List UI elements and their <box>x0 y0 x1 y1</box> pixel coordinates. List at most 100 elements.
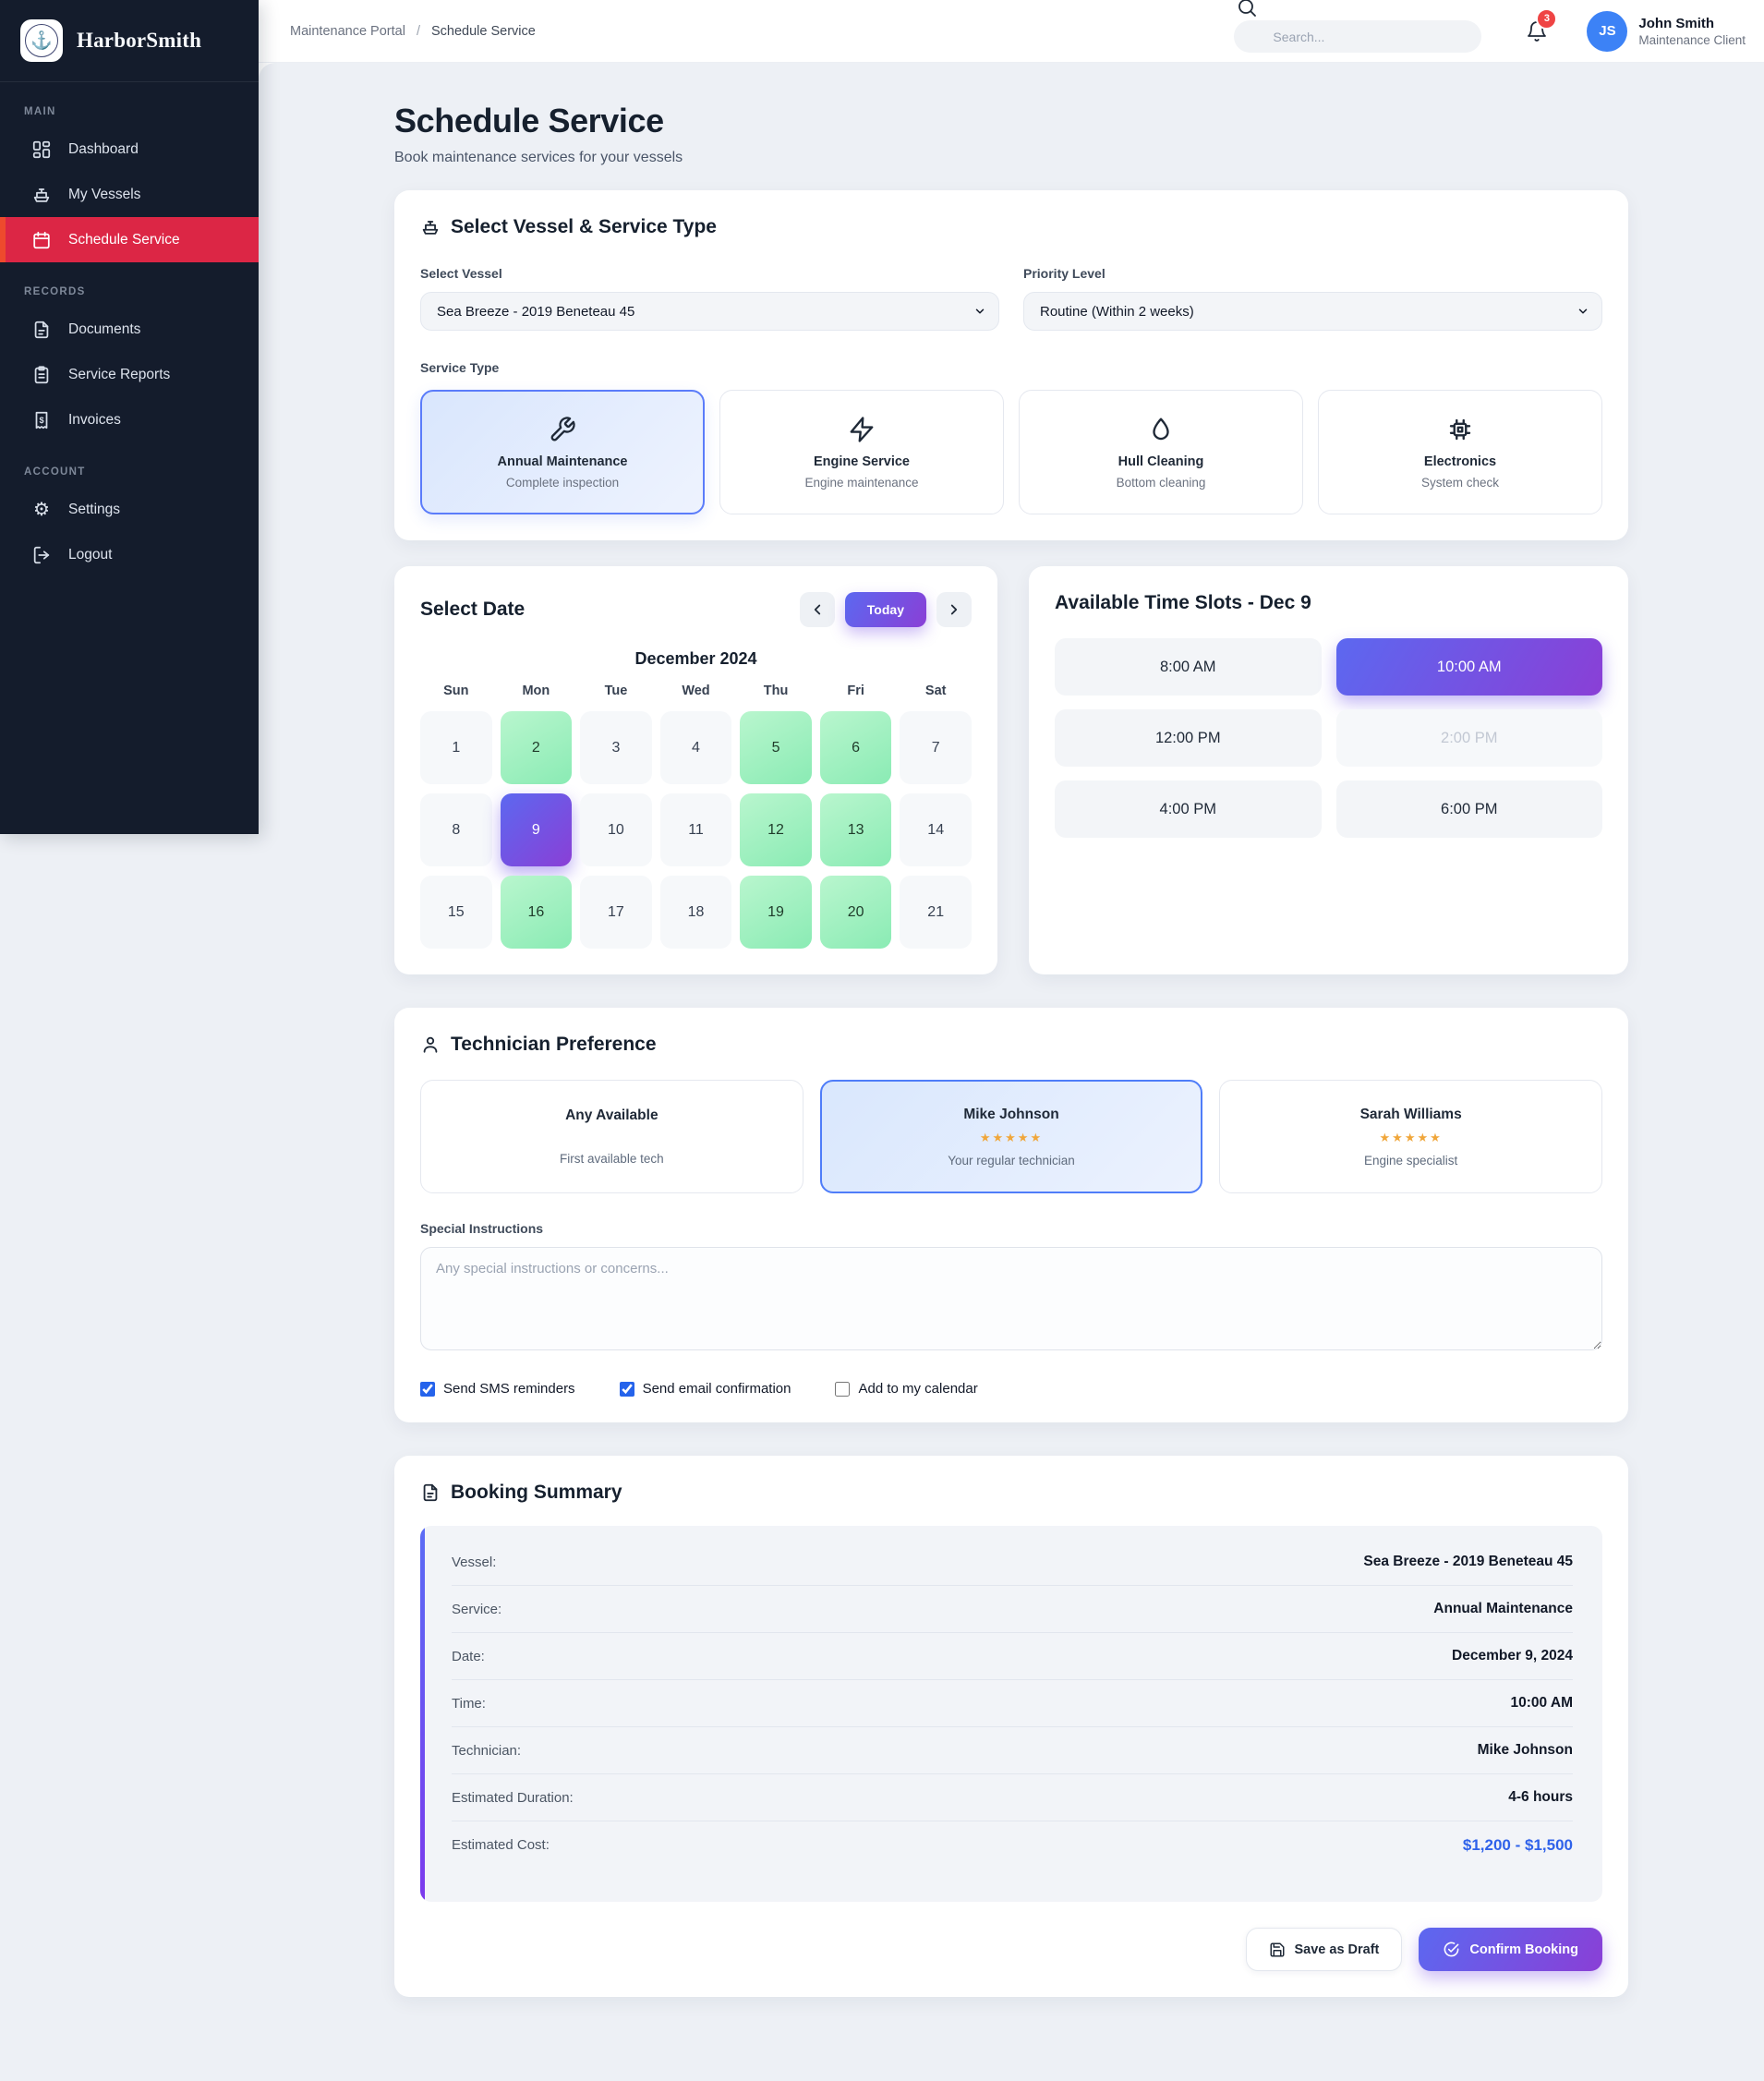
logout-icon <box>33 546 50 563</box>
calendar-day[interactable]: 15 <box>420 876 492 949</box>
confirm-booking-button[interactable]: Confirm Booking <box>1419 1928 1602 1971</box>
calendar-day[interactable]: 11 <box>659 793 732 866</box>
avatar[interactable]: JS <box>1587 10 1628 52</box>
invoice-icon: $ <box>35 411 48 429</box>
sidebar-item-documents[interactable]: Documents <box>0 307 259 352</box>
calendar-day[interactable]: 20 <box>819 876 892 949</box>
calendar-day[interactable]: 1 <box>420 711 492 784</box>
priority-level-field: Priority Level Routine (Within 2 weeks) <box>1023 266 1602 331</box>
service-card-annual-maintenance[interactable]: Annual Maintenance Complete inspection <box>420 390 705 514</box>
notifications-button[interactable]: 3 <box>1526 7 1558 42</box>
weekday-header: Sun Mon Tue Wed Thu Fri Sat <box>420 684 972 711</box>
calendar-day[interactable]: 21 <box>900 876 972 949</box>
technician-card-mike-johnson[interactable]: Mike Johnson ★★★★★ Your regular technici… <box>819 1080 1203 1193</box>
calendar-prev-button[interactable] <box>799 592 835 627</box>
service-card-electronics[interactable]: Electronics System check <box>1318 390 1602 514</box>
sidebar-item-label: Schedule Service <box>68 231 180 248</box>
calendar-day[interactable]: 12 <box>740 793 812 866</box>
summary-row-time: Time: 10:00 AM <box>452 1680 1573 1727</box>
sms-reminders-option[interactable]: Send SMS reminders <box>420 1381 575 1397</box>
calendar-day[interactable]: 7 <box>900 711 972 784</box>
sidebar-item-settings[interactable]: ⚙ Settings <box>0 487 259 532</box>
summary-label: Estimated Duration: <box>452 1789 574 1806</box>
calendar-day[interactable]: 18 <box>659 876 732 949</box>
summary-label: Date: <box>452 1648 485 1664</box>
today-button[interactable]: Today <box>844 592 926 627</box>
breadcrumb-maintenance-portal[interactable]: Maintenance Portal <box>290 23 405 39</box>
breadcrumb-separator: / <box>416 23 420 39</box>
calendar-month-label: December 2024 <box>634 649 757 668</box>
service-card-hull-cleaning[interactable]: Hull Cleaning Bottom cleaning <box>1019 390 1303 514</box>
summary-value: 10:00 AM <box>1510 1695 1573 1711</box>
sidebar-item-schedule-service[interactable]: Schedule Service <box>0 217 259 262</box>
main-content: Schedule Service Book maintenance servic… <box>259 63 1764 2010</box>
calendar-day[interactable]: 6 <box>819 711 892 784</box>
chip-icon <box>1449 418 1471 440</box>
service-desc: Complete inspection <box>505 475 620 490</box>
breadcrumb: Maintenance Portal / Schedule Service <box>259 24 536 39</box>
calendar-day[interactable]: 10 <box>580 793 652 866</box>
email-confirmation-option[interactable]: Send email confirmation <box>619 1381 791 1397</box>
summary-row-vessel: Vessel: Sea Breeze - 2019 Beneteau 45 <box>452 1539 1573 1586</box>
service-type-label: Service Type <box>420 360 500 375</box>
technician-card-any-available[interactable]: Any Available First available tech <box>420 1080 803 1193</box>
service-name: Engine Service <box>814 454 910 469</box>
sidebar-item-logout[interactable]: Logout <box>0 532 259 577</box>
calendar-day-selected[interactable]: 9 <box>500 793 573 866</box>
time-slot[interactable]: 12:00 PM <box>1055 709 1322 767</box>
checkbox-label: Send SMS reminders <box>443 1381 575 1397</box>
user-name: John Smith <box>1638 15 1715 31</box>
sidebar-item-dashboard[interactable]: Dashboard <box>0 127 259 172</box>
calendar-day[interactable]: 8 <box>420 793 492 866</box>
special-instructions-input[interactable] <box>420 1247 1602 1350</box>
vessel-service-card: Select Vessel & Service Type Select Vess… <box>394 190 1628 540</box>
calendar-day[interactable]: 4 <box>659 711 732 784</box>
summary-row-technician: Technician: Mike Johnson <box>452 1727 1573 1774</box>
time-slot[interactable]: 8:00 AM <box>1055 638 1322 696</box>
vessel-select[interactable]: Sea Breeze - 2019 Beneteau 45 <box>420 292 999 331</box>
service-desc: Bottom cleaning <box>1116 475 1206 490</box>
boat-icon <box>33 188 50 202</box>
service-type-grid: Annual Maintenance Complete inspection E… <box>420 390 1602 514</box>
calendar-day[interactable]: 13 <box>819 793 892 866</box>
add-to-calendar-option[interactable]: Add to my calendar <box>835 1381 978 1397</box>
breadcrumb-schedule-service: Schedule Service <box>430 23 536 39</box>
sidebar: ⚓ HarborSmith MAIN Dashboard My Vessels … <box>0 0 259 834</box>
droplet-icon <box>1153 417 1169 440</box>
calendar-day[interactable]: 17 <box>580 876 652 949</box>
technician-name: Any Available <box>565 1107 658 1123</box>
brand-logo-row: ⚓ HarborSmith <box>0 0 259 82</box>
save-as-draft-button[interactable]: Save as Draft <box>1245 1928 1403 1971</box>
calendar-day[interactable]: 3 <box>580 711 652 784</box>
boat-icon <box>422 221 439 235</box>
sidebar-item-service-reports[interactable]: Service Reports <box>0 352 259 397</box>
calendar-day[interactable]: 2 <box>500 711 573 784</box>
calendar-day[interactable]: 19 <box>740 876 812 949</box>
service-card-engine-service[interactable]: Engine Service Engine maintenance <box>719 390 1004 514</box>
calendar-day[interactable]: 16 <box>500 876 573 949</box>
add-to-calendar-checkbox[interactable] <box>835 1381 851 1397</box>
technician-card-sarah-williams[interactable]: Sarah Williams ★★★★★ Engine specialist <box>1219 1080 1602 1193</box>
save-icon <box>1270 1942 1284 1956</box>
sms-reminders-checkbox[interactable] <box>420 1381 435 1397</box>
page-title: Schedule Service <box>394 102 664 139</box>
email-confirmation-checkbox[interactable] <box>619 1381 634 1397</box>
sidebar-item-my-vessels[interactable]: My Vessels <box>0 172 259 217</box>
priority-level-label: Priority Level <box>1023 266 1106 281</box>
search-input[interactable] <box>1234 20 1482 53</box>
priority-select[interactable]: Routine (Within 2 weeks) <box>1023 292 1602 331</box>
summary-value: $1,200 - $1,500 <box>1462 1835 1573 1854</box>
sidebar-section-records: RECORDS <box>24 286 86 297</box>
sidebar-item-invoices[interactable]: $ Invoices <box>0 397 259 442</box>
check-circle-icon <box>1444 1942 1459 1957</box>
booking-summary-card: Booking Summary Vessel: Sea Breeze - 201… <box>394 1456 1628 1997</box>
time-slot[interactable]: 6:00 PM <box>1335 780 1602 838</box>
summary-value: Sea Breeze - 2019 Beneteau 45 <box>1363 1554 1573 1569</box>
summary-value: Mike Johnson <box>1477 1742 1573 1758</box>
calendar-day[interactable]: 14 <box>900 793 972 866</box>
weekday-label: Sun <box>443 684 469 698</box>
time-slot[interactable]: 4:00 PM <box>1055 780 1322 838</box>
calendar-next-button[interactable] <box>936 592 972 627</box>
calendar-day[interactable]: 5 <box>740 711 812 784</box>
time-slot-selected[interactable]: 10:00 AM <box>1335 638 1602 696</box>
